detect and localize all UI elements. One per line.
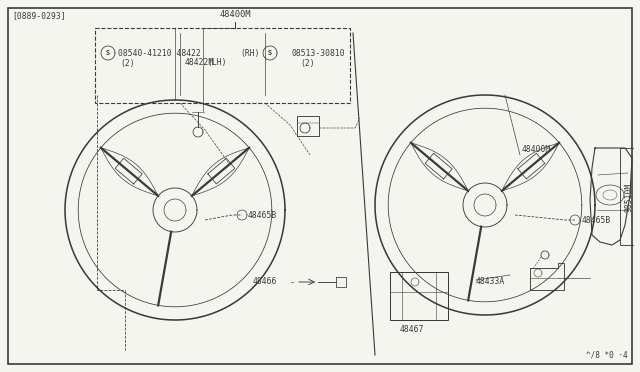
Bar: [95, 28, 350, 103]
Text: 48466: 48466: [253, 278, 277, 286]
Text: 08540-41210 48422: 08540-41210 48422: [118, 48, 201, 58]
Text: [0889-0293]: [0889-0293]: [12, 11, 66, 20]
Bar: [297, 116, 319, 136]
Text: (2): (2): [300, 58, 315, 67]
Bar: [390, 272, 448, 320]
Text: ^/8 *0 ·4: ^/8 *0 ·4: [586, 351, 628, 360]
Text: S: S: [106, 50, 110, 56]
Text: 48467: 48467: [400, 325, 424, 334]
Text: 48465B: 48465B: [582, 215, 611, 224]
Text: 98510M: 98510M: [624, 182, 633, 212]
Text: 08513-30810: 08513-30810: [291, 48, 344, 58]
Text: (2): (2): [120, 58, 134, 67]
Text: 48433A: 48433A: [476, 277, 505, 286]
Text: 48465B: 48465B: [248, 211, 277, 219]
Text: (LH): (LH): [207, 58, 227, 67]
Text: (RH): (RH): [240, 48, 259, 58]
Text: 48422M: 48422M: [185, 58, 214, 67]
Text: 48400M: 48400M: [220, 10, 251, 19]
Text: S: S: [268, 50, 272, 56]
Text: 48400M: 48400M: [522, 145, 551, 154]
